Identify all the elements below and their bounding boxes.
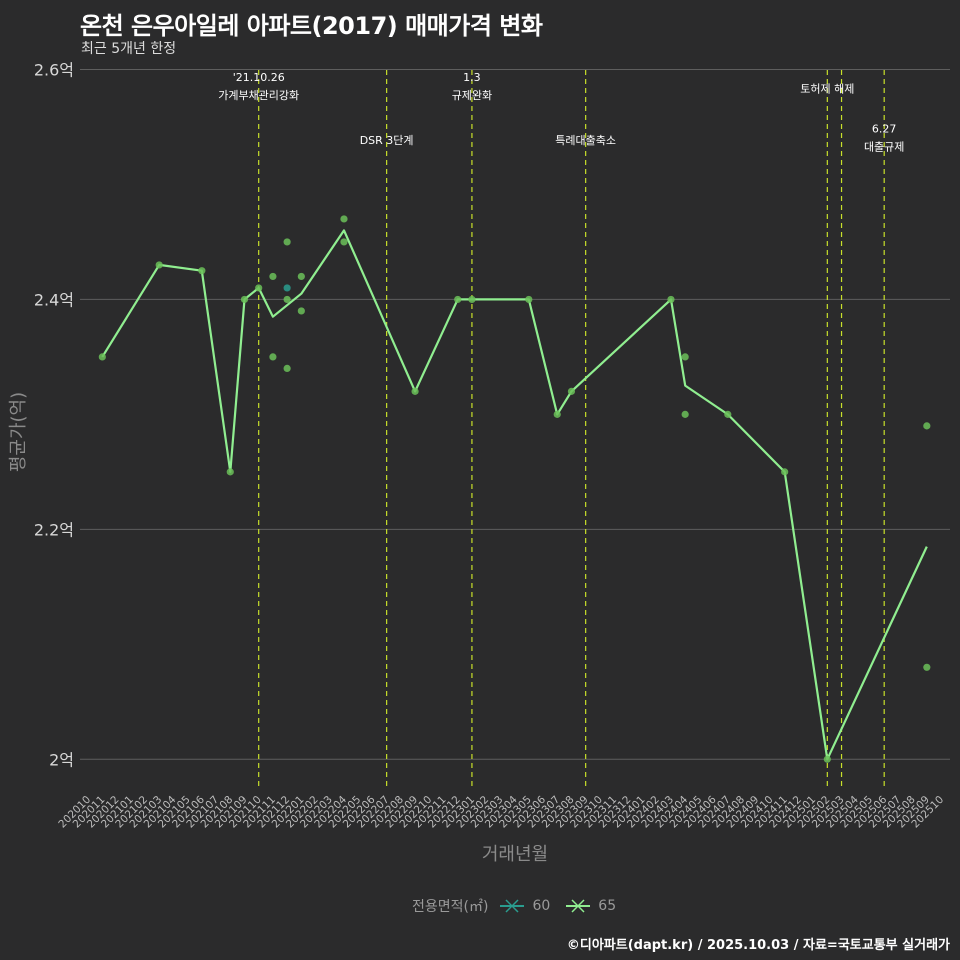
y-tick-label: 2.2억: [34, 520, 74, 539]
data-point-65: [454, 295, 462, 304]
data-point-65: [923, 663, 931, 671]
event-label: '21.10.26: [233, 71, 285, 84]
legend-key-60: [500, 899, 525, 913]
event-label: DSR 3단계: [360, 134, 414, 147]
data-point-65: [681, 410, 689, 418]
data-point-60: [283, 284, 291, 292]
data-point-65: [923, 422, 931, 430]
legend-label-60: 60: [532, 898, 551, 914]
legend-key-65: [566, 899, 591, 913]
data-point-65: [297, 307, 305, 315]
data-point-65: [468, 295, 476, 304]
data-point-65: [667, 295, 675, 304]
y-tick-label: 2.4억: [34, 290, 74, 309]
data-point-65: [724, 410, 732, 418]
event-label: 토허제 해제: [800, 81, 854, 95]
data-point-65: [198, 267, 206, 275]
data-point-65: [240, 295, 249, 304]
data-point-65: [269, 272, 277, 281]
data-point-65: [283, 238, 291, 246]
data-point-65: [553, 410, 561, 418]
y-tick-label: 2억: [49, 750, 74, 769]
data-point-65: [269, 353, 277, 361]
data-point-65: [98, 353, 106, 361]
data-point-65: [340, 238, 348, 246]
data-point-65: [823, 755, 831, 763]
data-point-65: [525, 295, 533, 304]
data-point-65: [781, 468, 789, 476]
data-point-65: [681, 353, 689, 361]
y-axis-label: 평균가(억): [8, 392, 29, 472]
data-point-65: [340, 215, 348, 223]
event-label: 대출규제: [864, 141, 904, 154]
legend-title: 전용면적(㎡): [412, 899, 489, 915]
data-point-65: [226, 468, 234, 476]
data-point-65: [297, 272, 305, 281]
data-point-65: [283, 295, 291, 304]
chart-subtitle: 최근 5개년 한정: [81, 41, 177, 57]
data-point-65: [567, 387, 576, 395]
event-label: 특례대출축소: [555, 134, 616, 147]
x-axis-label: 거래년월: [482, 844, 548, 865]
event-label: 규제완화: [452, 89, 492, 102]
data-point-65: [255, 284, 263, 292]
legend-label-65: 65: [598, 898, 617, 914]
event-label: 6.27: [872, 123, 897, 136]
chart-title: 온천 은우아일레 아파트(2017) 매매가격 변화: [80, 12, 543, 40]
event-label: 가계부채관리강화: [218, 89, 299, 102]
legend: 전용면적(㎡) 60 65: [412, 896, 620, 916]
y-tick-label: 2.6억: [34, 60, 74, 79]
data-point-65: [411, 387, 419, 395]
data-point-65: [283, 364, 291, 372]
event-label: 1.3: [463, 71, 481, 84]
data-point-65: [155, 261, 163, 269]
series-line-65: [101, 229, 928, 761]
source-caption: ©디아파트(dapt.kr) / 2025.10.03 / 자료=국토교통부 실…: [566, 938, 950, 953]
